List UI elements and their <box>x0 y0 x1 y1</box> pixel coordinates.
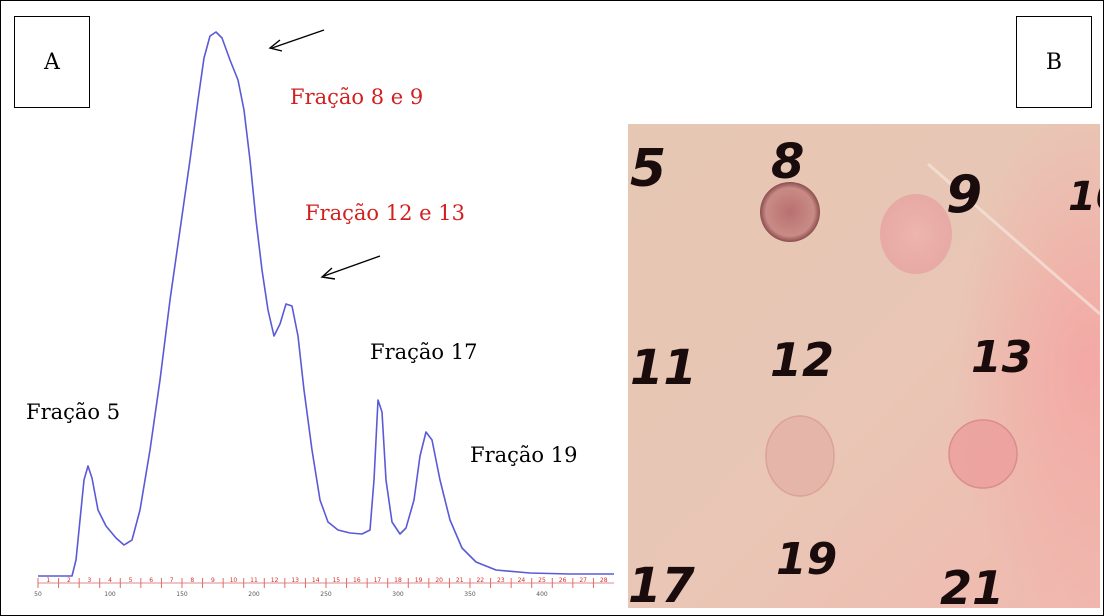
fraction-tick-label: 1 <box>46 577 50 584</box>
x-tick-label: 250 <box>320 591 332 598</box>
fraction-tick-label: 15 <box>332 577 340 584</box>
fraction-tick-label: 7 <box>170 577 174 584</box>
x-tick-label: 200 <box>248 591 260 598</box>
arrowhead-fraction-12-13 <box>320 267 336 280</box>
fraction-tick-label: 2 <box>67 577 71 584</box>
fraction-tick-label: 25 <box>538 577 546 584</box>
fraction-tick-label: 13 <box>291 577 299 584</box>
x-tick-label: 50 <box>34 591 42 598</box>
tlc-plate-photo: 5 8 9 10 11 12 13 17 19 21 <box>628 124 1100 608</box>
annotations: Fração 8 e 9 Fração 12 e 13 Fração 17 Fr… <box>26 29 577 467</box>
spot-fraction-12 <box>765 415 835 497</box>
x-tick-label: 100 <box>104 591 116 598</box>
plate-label-17: 17 <box>628 558 695 608</box>
fraction-tick-label: 18 <box>394 577 402 584</box>
label-fraction-5: Fração 5 <box>26 400 120 424</box>
label-fraction-19: Fração 19 <box>470 443 577 467</box>
fraction-tick-label: 9 <box>211 577 215 584</box>
fraction-tick-label: 26 <box>559 577 567 584</box>
fraction-tick-label: 6 <box>149 577 153 584</box>
fraction-tick-label: 22 <box>476 577 484 584</box>
fraction-tick-label: 20 <box>435 577 443 584</box>
fraction-tick-label: 4 <box>108 577 112 584</box>
fraction-tick-label: 16 <box>353 577 361 584</box>
plate-label-5: 5 <box>630 139 666 199</box>
fraction-tick-label: 17 <box>374 577 382 584</box>
plate-label-8: 8 <box>771 134 804 190</box>
fraction-tick-label: 10 <box>230 577 238 584</box>
plate-label-10: 10 <box>1068 174 1100 220</box>
fraction-tick-label: 27 <box>579 577 587 584</box>
spot-fraction-13 <box>948 419 1018 489</box>
plate-label-13: 13 <box>971 332 1032 383</box>
chromatogram-trace <box>38 31 614 577</box>
fraction-tick-label: 5 <box>129 577 133 584</box>
spot-fraction-9 <box>880 194 952 274</box>
plate-label-12: 12 <box>770 333 834 387</box>
x-tick-label: 300 <box>392 591 404 598</box>
plate-label-19: 19 <box>776 534 837 585</box>
arrow-fraction-12-13 <box>323 255 381 277</box>
plate-label-9: 9 <box>946 165 982 225</box>
panel-label-b: B <box>1016 16 1092 108</box>
label-fraction-12-13: Fração 12 e 13 <box>305 201 465 225</box>
fraction-tick-label: 14 <box>312 577 320 584</box>
panel-label-a: A <box>14 16 90 108</box>
arrow-fraction-8-9 <box>271 29 325 49</box>
plate-label-21: 21 <box>940 561 1004 608</box>
fraction-tick-label: 11 <box>250 577 258 584</box>
fraction-tick-label: 23 <box>497 577 505 584</box>
spot-fraction-8 <box>760 182 820 242</box>
label-fraction-17: Fração 17 <box>370 340 477 364</box>
fraction-tick-label: 19 <box>415 577 423 584</box>
fraction-tick-label: 28 <box>600 577 608 584</box>
label-fraction-8-9: Fração 8 e 9 <box>290 85 423 109</box>
x-tick-label: 400 <box>536 591 548 598</box>
fraction-tick-label: 12 <box>271 577 279 584</box>
x-tick-label: 350 <box>464 591 476 598</box>
fraction-tick-label: 21 <box>456 577 464 584</box>
fraction-tick-label: 3 <box>88 577 92 584</box>
fraction-tick-label: 8 <box>190 577 194 584</box>
arrowhead-fraction-8-9 <box>268 39 283 52</box>
fraction-tick-label: 24 <box>518 577 526 584</box>
plate-label-11: 11 <box>630 340 697 396</box>
plate-crease <box>927 162 1100 316</box>
x-tick-label: 150 <box>176 591 188 598</box>
x-axis: 1 2 3 4 5 6 7 8 9 10 11 12 13 14 15 16 17 18 19 20 21 22 23 24 2… <box>34 577 614 598</box>
